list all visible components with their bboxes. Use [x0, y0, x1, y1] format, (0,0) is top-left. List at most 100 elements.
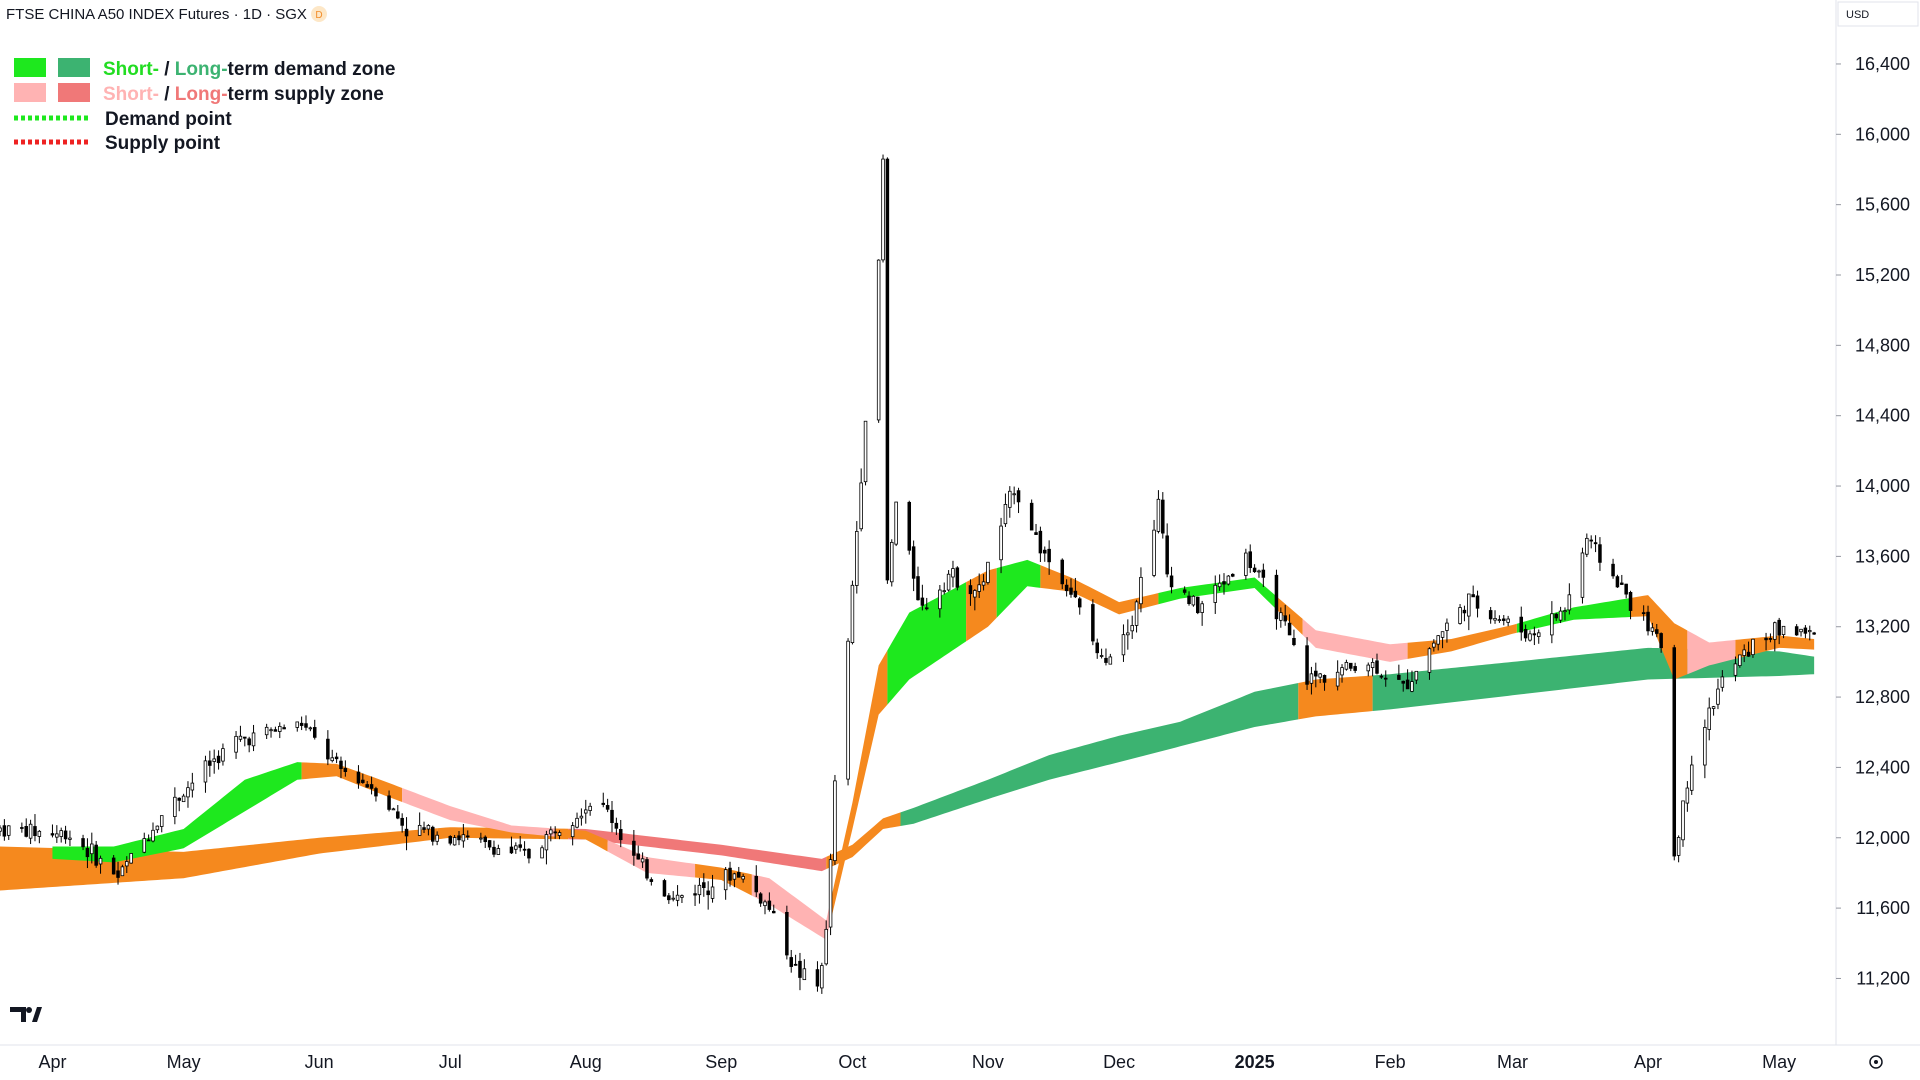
candle-body: [487, 840, 492, 848]
time-tick-label: May: [1762, 1052, 1796, 1072]
short-term-zone-band: [52, 559, 1815, 940]
candle-body: [802, 968, 807, 981]
legend-demand-point-label: Demand point: [105, 109, 232, 130]
candle-body: [789, 957, 793, 967]
candle-body: [1318, 673, 1322, 678]
candle-body: [312, 727, 317, 738]
candle-body: [1401, 680, 1405, 684]
candle-body: [1528, 633, 1532, 641]
candle-body: [876, 259, 881, 421]
candle-body: [1060, 559, 1065, 585]
candle-body: [1397, 674, 1401, 680]
candle-body: [90, 843, 94, 855]
candle-body: [894, 501, 898, 545]
short-zone-segment-supply: [402, 787, 556, 837]
candle-body: [1519, 616, 1524, 633]
candle-body: [116, 870, 120, 878]
candle-body: [1222, 581, 1226, 585]
candle-body: [273, 729, 278, 732]
candle-body: [924, 607, 929, 610]
time-tick-label: Feb: [1375, 1052, 1406, 1072]
candle-body: [1445, 622, 1449, 631]
legend-supply-zone-label: Short- / Long-term supply zone: [103, 84, 384, 105]
candle-body: [579, 815, 584, 819]
candle-body: [1379, 675, 1384, 678]
candle-body: [1091, 604, 1095, 642]
price-tick-label: 13,600: [1855, 546, 1910, 566]
candle-body: [1130, 625, 1134, 632]
candle-body: [1139, 576, 1143, 605]
long-zone-segment-supply: [568, 828, 827, 872]
price-tick-label: 16,400: [1855, 54, 1910, 74]
candle-body: [540, 847, 544, 859]
candle-body: [1773, 622, 1777, 640]
candle-body: [1620, 582, 1624, 585]
candle-body: [863, 420, 868, 483]
candle-body: [203, 760, 208, 783]
candle-body: [295, 721, 300, 728]
candle-body: [645, 859, 649, 879]
candle-body: [1213, 584, 1218, 603]
candle-body: [968, 585, 973, 595]
candle-body: [448, 836, 453, 844]
candle-body: [404, 828, 409, 837]
currency-label: USD: [1846, 9, 1869, 21]
candle-body: [98, 857, 103, 865]
candle-body: [1764, 637, 1768, 641]
candle-body: [479, 837, 483, 840]
long-zone-segment-neutral: [826, 812, 901, 870]
candle-body: [365, 784, 369, 788]
gear-icon[interactable]: [1869, 1055, 1883, 1069]
candle-body: [881, 158, 885, 261]
candle-body: [1488, 610, 1493, 620]
currency-selector[interactable]: USD: [1837, 1, 1919, 27]
tradingview-logo[interactable]: [10, 1007, 42, 1022]
candle-body: [85, 848, 90, 858]
candle-body: [1217, 582, 1222, 588]
candle-body: [1047, 548, 1051, 563]
candle-body: [1003, 503, 1008, 525]
short-zone-segment-neutral: [1407, 623, 1517, 659]
candle-body: [1650, 627, 1655, 632]
candle-body: [1536, 632, 1541, 637]
candle-body: [146, 839, 151, 842]
short-zone-segment-neutral: [695, 863, 752, 896]
candlestick-series: [0, 154, 1816, 994]
short-zone-segment-neutral: [966, 568, 997, 642]
candle-body: [1182, 589, 1187, 593]
candle-body: [496, 848, 501, 855]
candle-body: [461, 834, 466, 842]
short-zone-segment-neutral: [830, 650, 888, 922]
short-zone-segment-demand: [1158, 577, 1277, 610]
candle-body: [1655, 629, 1659, 634]
candle-body: [723, 869, 728, 891]
candle-body: [330, 757, 334, 762]
candle-body: [1550, 613, 1554, 636]
candle-body: [339, 760, 343, 770]
candle-body: [1615, 576, 1620, 588]
candle-body: [1383, 677, 1388, 680]
candle-body: [553, 831, 557, 834]
candle-body: [391, 808, 396, 811]
candle-body: [1073, 590, 1078, 598]
candle-body: [649, 879, 654, 882]
candle-body: [1733, 663, 1738, 676]
candle-body: [1659, 633, 1663, 649]
candle-body: [212, 758, 216, 762]
candle-body: [1121, 634, 1126, 656]
candle-body: [1716, 688, 1720, 705]
candle-body: [1029, 502, 1034, 531]
candle-body: [125, 861, 129, 867]
interval-badge[interactable]: D: [311, 6, 327, 22]
candle-body: [1689, 764, 1694, 791]
candle-body: [2, 825, 7, 837]
candle-body: [1016, 490, 1021, 503]
candle-body: [732, 873, 737, 880]
candle-body: [820, 965, 824, 989]
candle-body: [610, 809, 614, 824]
candle-body: [177, 797, 181, 801]
candle-body: [981, 581, 986, 586]
candle-body: [1034, 532, 1038, 535]
candle-body: [216, 755, 221, 764]
